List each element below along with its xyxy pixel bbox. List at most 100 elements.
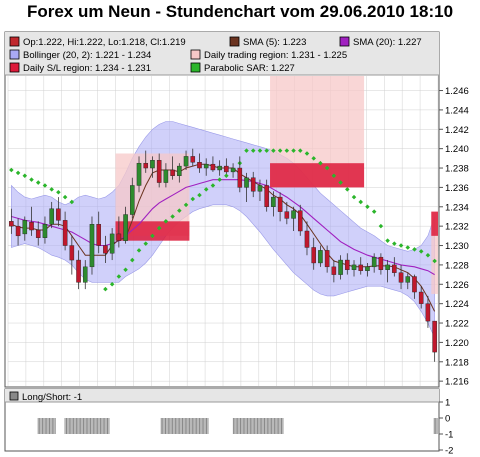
candle-body [331, 266, 337, 275]
longshort-bar [251, 418, 253, 434]
y-tick-label: 1.244 [445, 105, 469, 116]
longshort-bar [102, 418, 104, 434]
longshort-bar [197, 418, 199, 434]
longshort-bar [95, 418, 97, 434]
legend-swatch-trading-region [190, 49, 201, 60]
y-tick-label: 1.236 [445, 183, 469, 194]
longshort-bar [169, 418, 171, 434]
legend-swatch-sma5 [229, 36, 240, 47]
longshort-bar [276, 418, 278, 434]
longshort-bar [239, 418, 241, 434]
y-tick-label: 1.242 [445, 125, 469, 136]
longshort-bar [265, 418, 267, 434]
candle-body [224, 165, 229, 173]
y-tick-label: 1.246 [445, 86, 469, 97]
y-tick-label: 1.228 [445, 260, 469, 271]
longshort-bar [245, 418, 247, 434]
longshort-bar [70, 418, 72, 434]
longshort-bar [67, 418, 69, 434]
longshort-bar [44, 418, 46, 434]
longshort-bar [275, 418, 277, 434]
lower-y-tick-label: -2 [445, 446, 453, 457]
longshort-bar [165, 418, 167, 434]
longshort-bar [77, 418, 79, 434]
candle-body [297, 210, 303, 232]
longshort-bar [258, 418, 260, 434]
longshort-bar [436, 418, 438, 434]
longshort-bar [174, 418, 176, 434]
candle-body [130, 185, 135, 215]
longshort-bar [91, 418, 93, 434]
longshort-bar [207, 418, 209, 434]
longshort-bar [53, 418, 55, 434]
longshort-bar [248, 418, 250, 434]
daily-trading-region [431, 211, 438, 294]
candle-body [123, 214, 128, 241]
candle-body [42, 224, 48, 238]
longshort-bar [200, 418, 202, 434]
sar-dot [130, 257, 135, 263]
longshort-bar [80, 418, 82, 434]
candle-body [136, 162, 142, 186]
y-tick-label: 1.230 [445, 241, 469, 252]
candle-body [385, 264, 390, 270]
longshort-bar [186, 418, 188, 434]
candle-body [217, 165, 222, 171]
longshort-bar [40, 418, 42, 434]
legend-swatch-ohlc [9, 36, 20, 47]
longshort-bar [204, 418, 206, 434]
longshort-bar [254, 418, 256, 434]
candle-body [163, 169, 169, 183]
candle-body [418, 291, 424, 304]
longshort-bar [92, 418, 94, 434]
lower-y-tick-label: -1 [445, 430, 453, 441]
candle-body [197, 162, 202, 169]
legend-label-sar: Parabolic SAR: 1.227 [204, 63, 295, 74]
longshort-bar [78, 418, 80, 434]
longshort-bar [65, 418, 67, 434]
legend: Op:1.222, Hi:1.222, Lo:1.218, Cl:1.219 S… [9, 36, 422, 74]
longshort-bar [435, 418, 437, 434]
daily-sl-region [115, 221, 190, 241]
candle-body [177, 165, 182, 176]
longshort-bar [187, 418, 189, 434]
candle-body [49, 208, 54, 225]
longshort-bar [234, 418, 236, 434]
candle-body [230, 167, 236, 173]
candle-body [9, 221, 14, 227]
longshort-bar [184, 418, 186, 434]
y-tick-label: 1.220 [445, 338, 469, 349]
longshort-bar [50, 418, 52, 434]
candle-body [190, 156, 196, 163]
candle-body [338, 259, 343, 275]
longshort-bar [279, 418, 281, 434]
candle-body [29, 222, 34, 231]
candle-body [210, 163, 216, 171]
longshort-bar [247, 418, 249, 434]
longshort-bar [201, 418, 203, 434]
legend-label-sma5: SMA (5): 1.223 [243, 37, 306, 48]
candle-body [291, 210, 296, 219]
longshort-bar [172, 418, 174, 434]
candle-body [203, 163, 209, 169]
longshort-bar [237, 418, 239, 434]
candle-body [250, 177, 256, 192]
y-tick-label: 1.232 [445, 222, 469, 233]
longshort-bar [259, 418, 261, 434]
longshort-bar [41, 418, 43, 434]
longshort-bar [272, 418, 274, 434]
longshort-bar [252, 418, 254, 434]
longshort-bar [163, 418, 165, 434]
longshort-bar [232, 418, 234, 434]
longshort-bar [198, 418, 200, 434]
candle-body [183, 156, 189, 167]
longshort-bar [196, 418, 198, 434]
longshort-bar [268, 418, 270, 434]
candle-body [156, 160, 162, 183]
longshort-bar [85, 418, 87, 434]
longshort-bar [179, 418, 181, 434]
candle-body [358, 264, 364, 271]
longshort-bar [235, 418, 237, 434]
longshort-bar [74, 418, 76, 434]
candle-body [116, 233, 122, 241]
